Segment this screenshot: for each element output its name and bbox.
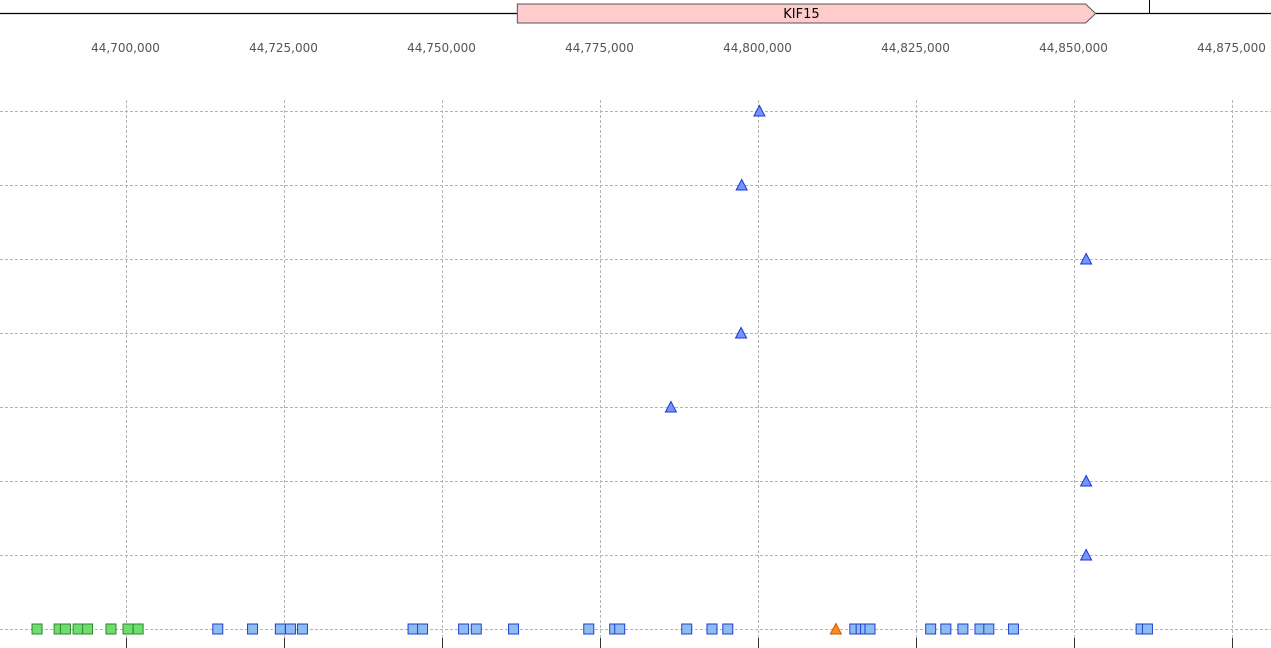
data-points xyxy=(31,104,1153,635)
square-marker xyxy=(458,623,470,635)
square-marker xyxy=(1141,623,1153,635)
square-marker xyxy=(681,623,693,635)
triangle-marker xyxy=(1079,548,1093,561)
x-tick-label: 44,875,000 xyxy=(1197,41,1266,55)
triangle-marker xyxy=(734,326,748,339)
square-marker xyxy=(940,623,952,635)
square-marker xyxy=(864,623,876,635)
square-marker xyxy=(72,623,84,635)
square-marker xyxy=(31,623,43,635)
square-marker xyxy=(583,623,595,635)
square-marker xyxy=(508,623,520,635)
x-tick-label: 44,775,000 xyxy=(565,41,634,55)
square-marker xyxy=(59,623,71,635)
grid-lines xyxy=(0,100,1271,642)
square-marker xyxy=(706,623,718,635)
square-marker xyxy=(407,623,419,635)
x-tick-label: 44,800,000 xyxy=(723,41,792,55)
x-axis: 44,700,000 44,725,000 44,750,000 44,775,000… xyxy=(91,41,1266,648)
square-marker xyxy=(82,623,94,635)
x-tick-label: 44,825,000 xyxy=(881,41,950,55)
triangle-marker xyxy=(829,622,843,635)
x-tick-label: 44,725,000 xyxy=(249,41,318,55)
square-marker xyxy=(247,623,259,635)
square-marker xyxy=(470,623,482,635)
x-tick-label: 44,700,000 xyxy=(91,41,160,55)
square-marker xyxy=(614,623,626,635)
square-marker xyxy=(296,623,308,635)
square-marker xyxy=(722,623,734,635)
x-tick-label: 44,750,000 xyxy=(407,41,476,55)
square-marker xyxy=(1007,623,1019,635)
square-marker xyxy=(212,623,224,635)
square-marker xyxy=(274,623,286,635)
square-marker xyxy=(132,623,144,635)
square-marker xyxy=(925,623,937,635)
gene-label: KIF15 xyxy=(783,7,819,22)
gene-arrow xyxy=(516,3,1097,24)
triangle-marker xyxy=(735,178,749,191)
square-marker xyxy=(122,623,134,635)
square-marker xyxy=(105,623,117,635)
square-marker xyxy=(417,623,429,635)
square-marker xyxy=(957,623,969,635)
square-marker xyxy=(983,623,995,635)
triangle-marker xyxy=(753,104,766,117)
triangle-marker xyxy=(664,400,678,413)
triangle-marker xyxy=(1079,252,1093,265)
square-marker xyxy=(284,623,296,635)
x-tick-label: 44,850,000 xyxy=(1039,41,1108,55)
triangle-marker xyxy=(1079,474,1093,487)
gene-track: KIF15 xyxy=(0,0,1271,24)
